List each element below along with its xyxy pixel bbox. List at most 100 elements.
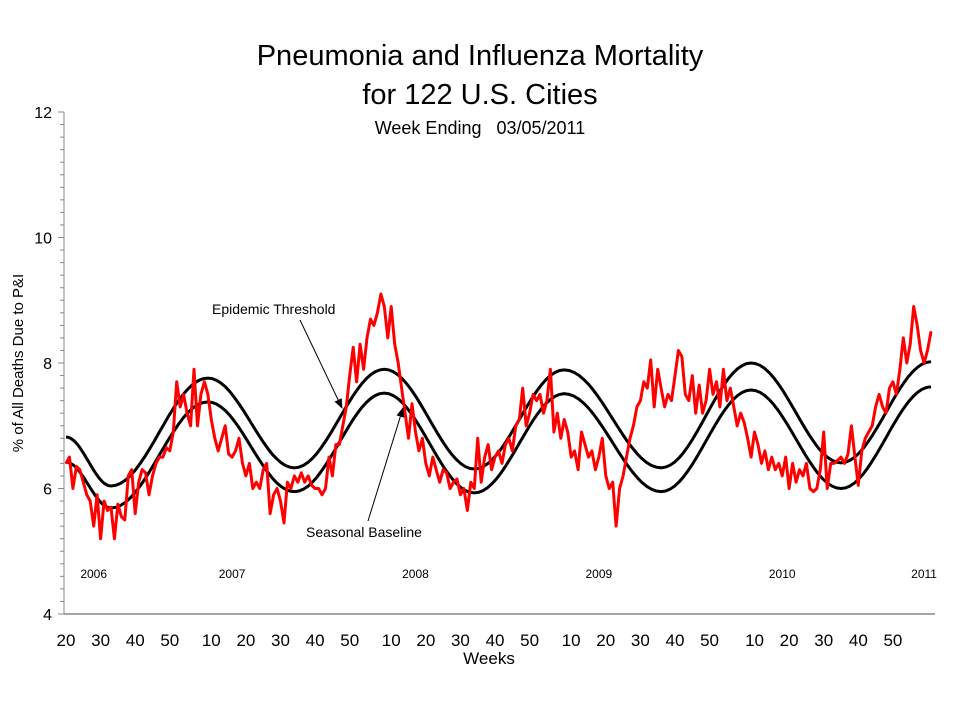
- data-point: [587, 456, 590, 458]
- x-tick-label: 20: [596, 631, 615, 650]
- data-point: [452, 481, 455, 484]
- data-point: [722, 368, 725, 371]
- data-point: [746, 437, 749, 440]
- data-point: [127, 475, 130, 477]
- data-point: [155, 462, 157, 465]
- data-point: [715, 381, 718, 383]
- data-point: [577, 468, 579, 471]
- data-point: [103, 500, 105, 502]
- data-point: [632, 424, 635, 427]
- data-point: [826, 487, 828, 490]
- data-point: [691, 374, 694, 377]
- data-point: [518, 418, 521, 421]
- data-point: [217, 450, 220, 452]
- data-point: [338, 443, 341, 446]
- data-point: [283, 522, 285, 524]
- data-point: [580, 431, 583, 433]
- data-point: [307, 475, 310, 477]
- data-point: [705, 399, 707, 402]
- data-point: [172, 431, 175, 433]
- chart-title: Pneumonia and Influenza Mortality: [256, 40, 704, 72]
- data-point: [511, 450, 514, 452]
- data-point: [124, 519, 126, 521]
- data-point: [456, 478, 458, 480]
- data-point: [629, 437, 631, 440]
- data-point: [85, 493, 88, 496]
- data-point: [362, 368, 365, 371]
- data-point: [764, 450, 766, 452]
- x-tick-label: 50: [340, 631, 359, 650]
- y-tick-label: 8: [43, 356, 52, 373]
- x-tick-label: 10: [202, 631, 221, 650]
- data-point: [148, 493, 150, 496]
- data-point: [615, 525, 617, 527]
- data-point: [608, 487, 611, 490]
- y-tick-label: 10: [34, 231, 52, 248]
- data-point: [286, 481, 289, 484]
- data-point: [732, 406, 735, 408]
- x-tick-label: 20: [780, 631, 799, 650]
- data-point: [636, 406, 638, 408]
- data-point: [857, 484, 860, 487]
- data-point: [919, 349, 922, 352]
- data-point: [300, 472, 303, 474]
- data-point: [611, 481, 614, 484]
- data-point: [926, 349, 929, 352]
- data-point: [598, 456, 600, 458]
- x-tick-label: 20: [416, 631, 435, 650]
- data-point: [885, 412, 887, 415]
- data-point: [193, 368, 195, 371]
- data-point: [791, 462, 794, 465]
- data-point: [113, 537, 116, 540]
- data-point: [130, 468, 133, 471]
- data-point: [542, 412, 545, 415]
- data-point: [220, 437, 223, 440]
- data-point: [553, 431, 555, 433]
- data-point: [207, 393, 209, 396]
- data-point: [110, 506, 112, 509]
- data-point: [753, 431, 756, 433]
- year-label: 2008: [402, 567, 429, 581]
- x-tick-label: 40: [306, 631, 325, 650]
- x-tick-label: 50: [700, 631, 719, 650]
- data-point: [874, 406, 877, 408]
- annotation-arrow: [299, 319, 343, 409]
- data-point: [736, 424, 739, 427]
- data-point: [269, 512, 271, 515]
- x-tick-label: 50: [520, 631, 539, 650]
- data-point: [352, 346, 354, 349]
- data-point: [106, 509, 109, 512]
- data-point: [186, 412, 188, 415]
- data-point: [847, 453, 849, 455]
- data-point: [591, 450, 593, 452]
- chart-subtitle: Week Ending 03/05/2011: [374, 118, 586, 138]
- x-tick-label: 30: [631, 631, 650, 650]
- data-point: [521, 387, 524, 389]
- y-tick-label: 6: [43, 482, 52, 499]
- data-point: [570, 456, 572, 458]
- data-point: [400, 387, 403, 389]
- x-tick-label: 40: [126, 631, 145, 650]
- data-point: [601, 437, 604, 440]
- data-point: [79, 468, 81, 471]
- data-point: [65, 462, 67, 465]
- data-point: [684, 393, 687, 396]
- data-point: [293, 475, 296, 477]
- data-point: [200, 393, 202, 396]
- data-point: [836, 459, 839, 462]
- data-point: [255, 481, 258, 484]
- x-tick-label: 10: [562, 631, 581, 650]
- data-point: [760, 462, 763, 465]
- data-point: [771, 456, 773, 458]
- data-point: [141, 468, 143, 471]
- annotation-label: Seasonal Baseline: [306, 524, 422, 540]
- data-point: [899, 368, 901, 371]
- data-point: [144, 472, 147, 474]
- data-point: [72, 487, 74, 490]
- data-point: [843, 462, 846, 465]
- data-point: [189, 424, 192, 427]
- x-tick-label: 40: [849, 631, 868, 650]
- data-point: [739, 412, 742, 415]
- data-point: [480, 481, 483, 484]
- data-point: [470, 481, 472, 484]
